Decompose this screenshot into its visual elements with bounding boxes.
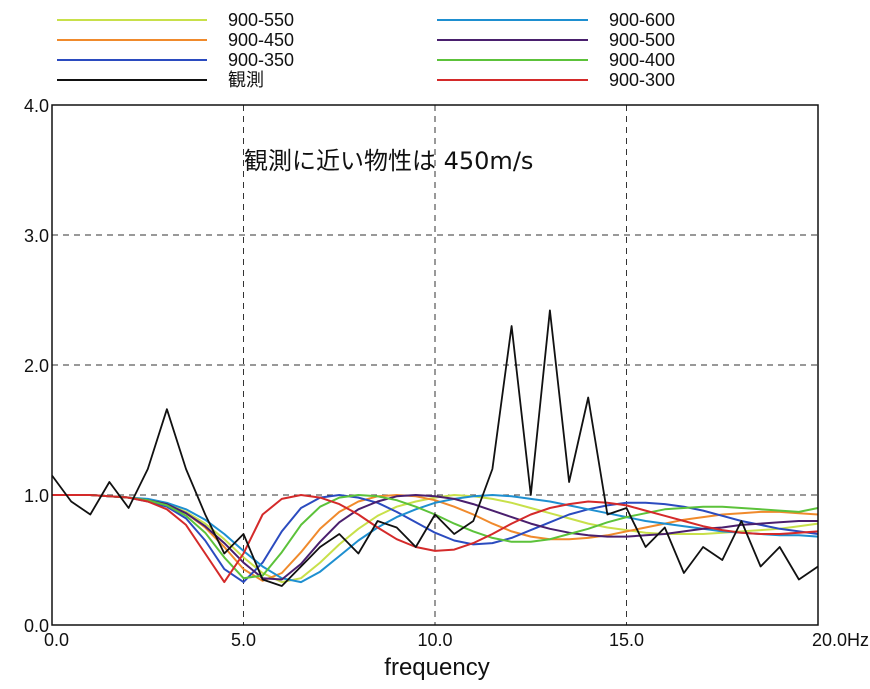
series-3: [51, 309, 819, 587]
plot-frame: [51, 104, 819, 626]
legend-item: 900-450: [57, 30, 294, 50]
legend-item: 900-550: [57, 10, 294, 30]
legend-label: 900-350: [228, 50, 294, 70]
x-axis-title: frequency: [384, 654, 489, 681]
legend-item: 観測: [57, 70, 264, 90]
legend-label: 900-600: [609, 10, 675, 30]
legend-item: 900-500: [437, 30, 675, 50]
y-tick-label: 0.0: [24, 616, 49, 636]
y-tick-label: 4.0: [24, 96, 49, 116]
y-tick-label: 2.0: [24, 356, 49, 376]
y-tick-label: 3.0: [24, 226, 49, 246]
legend: 900-550900-450900-350観測900-600900-500900…: [57, 10, 675, 90]
series-5: [52, 494, 818, 581]
legend-label: 900-300: [609, 70, 675, 90]
legend-label: 900-400: [609, 50, 675, 70]
legend-item: 900-350: [57, 50, 294, 70]
legend-item: 900-300: [437, 70, 675, 90]
legend-label: 900-450: [228, 30, 294, 50]
series-line: [52, 494, 819, 584]
annotation: 観測に近い物性は 450m/s: [244, 147, 533, 175]
series-line: [52, 494, 818, 581]
legend-item: 900-400: [437, 50, 675, 70]
series-4: [52, 494, 819, 584]
series-7: [52, 494, 819, 584]
series-line: [51, 309, 819, 587]
legend-label: 900-550: [228, 10, 294, 30]
x-tick-label: 0.0: [44, 630, 69, 650]
grid: [52, 105, 818, 625]
legend-item: 900-600: [437, 10, 675, 30]
legend-label: 900-500: [609, 30, 675, 50]
y-tick-label: 1.0: [24, 486, 49, 506]
x-tick-label: 10.0: [417, 630, 452, 650]
x-tick-label: 15.0: [609, 630, 644, 650]
series-layer: [51, 309, 819, 587]
x-tick-label: 5.0: [231, 630, 256, 650]
legend-label: 観測: [228, 70, 264, 90]
x-tick-label: 20.0Hz: [812, 630, 869, 650]
series-line: [52, 494, 819, 584]
tick-labels: 0.0 1.0 2.0 3.0 4.0 0.0 5.0 10.0 15.0 20.0Hz: [24, 96, 869, 650]
